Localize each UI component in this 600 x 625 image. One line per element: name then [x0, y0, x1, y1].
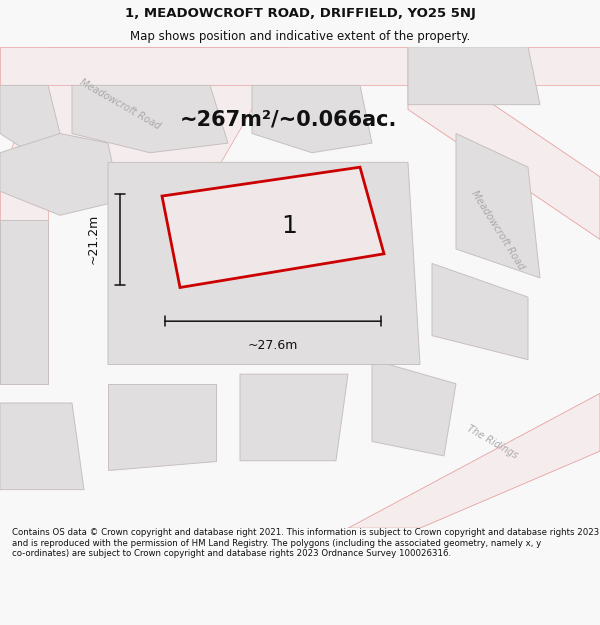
Polygon shape	[408, 47, 600, 239]
Polygon shape	[0, 47, 288, 182]
Text: 1: 1	[281, 214, 298, 238]
Polygon shape	[108, 162, 420, 364]
Polygon shape	[432, 264, 528, 359]
Polygon shape	[72, 86, 228, 152]
Polygon shape	[252, 86, 372, 152]
Polygon shape	[162, 167, 384, 288]
Text: The Ridings: The Ridings	[465, 423, 519, 460]
Polygon shape	[0, 47, 600, 86]
Text: Meadowcroft Road: Meadowcroft Road	[470, 188, 526, 271]
Polygon shape	[0, 47, 150, 134]
Polygon shape	[0, 403, 84, 489]
Text: ~27.6m: ~27.6m	[248, 339, 298, 352]
Text: ~21.2m: ~21.2m	[86, 214, 100, 264]
Polygon shape	[0, 134, 120, 215]
Text: Map shows position and indicative extent of the property.: Map shows position and indicative extent…	[130, 30, 470, 43]
Polygon shape	[0, 86, 60, 152]
Text: Meadowcroft Road: Meadowcroft Road	[78, 78, 162, 132]
Polygon shape	[240, 374, 348, 461]
Text: Contains OS data © Crown copyright and database right 2021. This information is : Contains OS data © Crown copyright and d…	[12, 528, 599, 558]
Text: 1, MEADOWCROFT ROAD, DRIFFIELD, YO25 5NJ: 1, MEADOWCROFT ROAD, DRIFFIELD, YO25 5NJ	[125, 7, 475, 19]
Text: ~267m²/~0.066ac.: ~267m²/~0.066ac.	[179, 109, 397, 129]
Polygon shape	[372, 359, 456, 456]
Polygon shape	[0, 220, 48, 384]
Polygon shape	[0, 191, 48, 384]
Polygon shape	[456, 134, 540, 278]
Polygon shape	[348, 393, 600, 528]
Polygon shape	[108, 384, 216, 471]
Polygon shape	[408, 47, 540, 104]
